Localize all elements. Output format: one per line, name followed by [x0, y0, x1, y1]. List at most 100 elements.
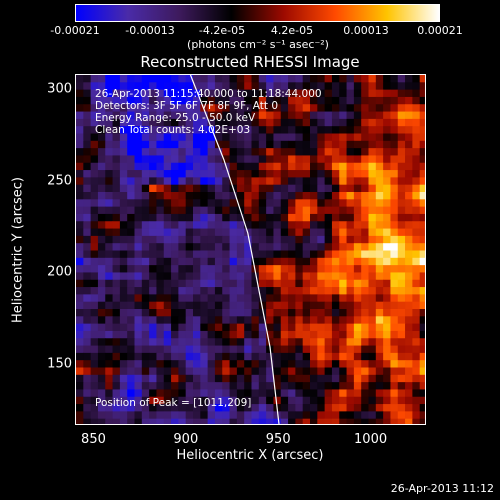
heatmap-cell [83, 243, 92, 251]
heatmap-cell [397, 184, 406, 193]
heatmap-cell [280, 287, 289, 295]
heatmap-cell [244, 265, 252, 273]
heatmap-cell [214, 104, 223, 112]
heatmap-cell [295, 294, 304, 303]
heatmap-cell [317, 309, 326, 317]
heatmap-cell [171, 213, 179, 222]
heatmap-cell [346, 243, 355, 251]
heatmap-cell [193, 309, 201, 317]
heatmap-cell [207, 418, 216, 424]
heatmap-cell [171, 82, 179, 91]
heatmap-cell [134, 272, 143, 281]
x-tick-label: 900 [173, 432, 199, 447]
heatmap-cell [185, 162, 194, 171]
heatmap-cell [119, 162, 128, 171]
heatmap-cell [214, 360, 223, 368]
heatmap-cell [76, 294, 84, 303]
heatmap-cell [368, 118, 377, 127]
heatmap-cell [149, 177, 157, 186]
heatmap-cell [310, 404, 318, 412]
heatmap-cell [310, 192, 318, 200]
heatmap-cell [127, 265, 135, 273]
heatmap-cell [412, 418, 421, 424]
heatmap-cell [397, 352, 406, 361]
heatmap-cell [324, 411, 333, 420]
heatmap-cell [397, 257, 406, 266]
heatmap-cell [207, 389, 216, 398]
heatmap-cell [405, 155, 413, 164]
heatmap-cell [302, 104, 311, 112]
heatmap-cell [288, 301, 296, 310]
heatmap-cell [405, 338, 413, 346]
heatmap-cell [163, 170, 172, 178]
heatmap-cell [97, 133, 106, 142]
heatmap-cell [134, 162, 143, 171]
heatmap-cell [149, 82, 157, 91]
heatmap-cell [156, 345, 165, 354]
heatmap-cell [236, 345, 245, 354]
heatmap-cell [119, 294, 128, 303]
heatmap-cell [266, 162, 274, 171]
heatmap-cell [288, 170, 296, 178]
heatmap-cell [76, 418, 84, 424]
heatmap-cell [251, 140, 260, 149]
heatmap-cell [331, 206, 340, 215]
heatmap-cell [185, 206, 194, 215]
heatmap-cell [324, 199, 333, 208]
heatmap-cell [207, 323, 216, 332]
heatmap-cell [127, 404, 135, 412]
heatmap-cell [229, 148, 238, 156]
heatmap-cell [295, 382, 304, 390]
heatmap-cell [302, 184, 311, 193]
heatmap-cell [310, 309, 318, 317]
heatmap-cell [171, 396, 179, 405]
heatmap-cell [229, 418, 238, 424]
heatmap-cell [295, 323, 304, 332]
heatmap-cell [171, 389, 179, 398]
heatmap-cell [229, 235, 238, 244]
heatmap-cell [295, 96, 304, 105]
heatmap-cell [229, 155, 238, 164]
heatmap-cell [317, 360, 326, 368]
heatmap-cell [83, 228, 92, 237]
heatmap-cell [193, 184, 201, 193]
heatmap-cell [149, 396, 157, 405]
heatmap-cell [214, 301, 223, 310]
heatmap-cell [76, 184, 84, 193]
heatmap-cell [214, 404, 223, 412]
heatmap-cell [200, 323, 209, 332]
heatmap-cell [258, 228, 267, 237]
heatmap-cell [90, 75, 99, 83]
heatmap-cell [251, 404, 260, 412]
heatmap-cell [361, 345, 369, 354]
heatmap-cell [397, 279, 406, 288]
heatmap-cell [375, 404, 384, 412]
heatmap-cell [214, 162, 223, 171]
heatmap-cell [105, 104, 113, 112]
heatmap-cell [112, 104, 121, 112]
heatmap-cell [134, 89, 143, 98]
heatmap-cell [193, 301, 201, 310]
heatmap-cell [97, 155, 106, 164]
heatmap-cell [368, 309, 377, 317]
heatmap-cell [163, 235, 172, 244]
heatmap-cell [317, 206, 326, 215]
annotation-time-range: 26-Apr-2013 11:15:40.000 to 11:18:44.000 [95, 88, 322, 100]
heatmap-cell [412, 287, 421, 295]
heatmap-cell [405, 250, 413, 259]
heatmap-cell [185, 155, 194, 164]
heatmap-cell [163, 104, 172, 112]
heatmap-cell [207, 155, 216, 164]
colorbar-tick-label: 4.2e-05 [270, 24, 314, 37]
heatmap-cell [193, 126, 201, 134]
heatmap-cell [295, 367, 304, 376]
heatmap-cell [76, 250, 84, 259]
heatmap-cell [310, 265, 318, 273]
heatmap-cell [76, 192, 84, 200]
heatmap-cell [193, 279, 201, 288]
heatmap-cell [405, 126, 413, 134]
x-axis-label: Heliocentric X (arcsec) [176, 448, 324, 463]
heatmap-cell [214, 199, 223, 208]
heatmap-cell [390, 352, 399, 361]
heatmap-cell [375, 323, 384, 332]
